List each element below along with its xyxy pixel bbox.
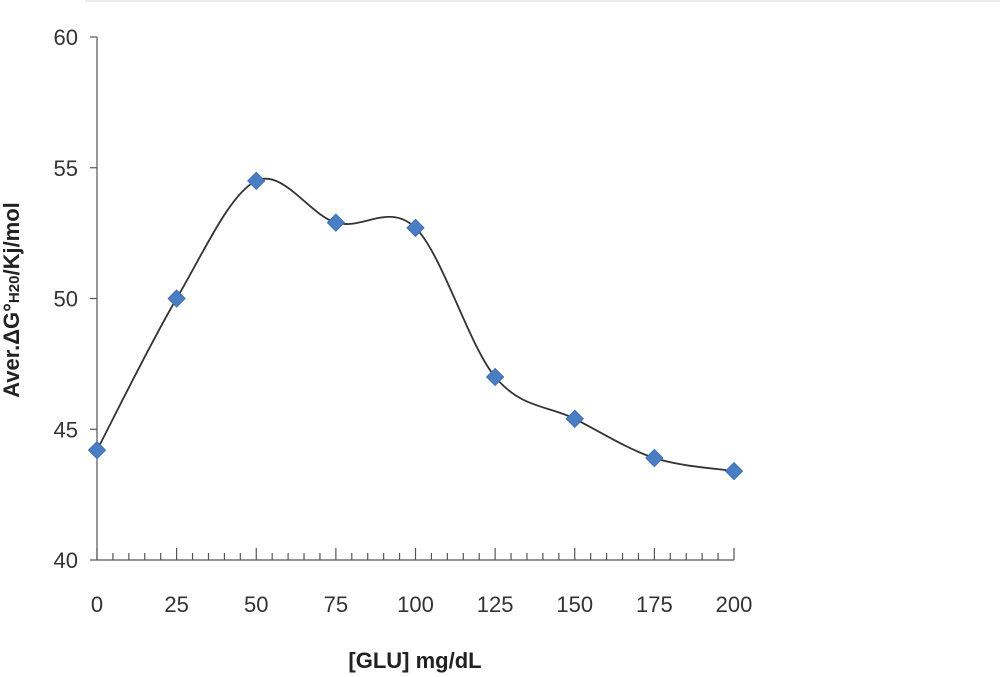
data-point <box>565 409 584 428</box>
y-axis-title: Aver.ΔG°H20/Kj/mol <box>0 202 24 398</box>
x-tick-label: 100 <box>397 592 434 617</box>
y-tick-label: 40 <box>54 548 78 573</box>
data-point <box>326 213 346 232</box>
data-point <box>406 218 425 238</box>
x-tick-label: 50 <box>244 592 268 617</box>
x-tick-label: 175 <box>636 592 673 617</box>
data-point <box>645 448 664 468</box>
axes: 40 45 50 55 60 0 25 50 75 100 125 150 175 200 <box>54 25 753 617</box>
series-line <box>96 177 735 472</box>
data-point <box>247 171 266 191</box>
marker-layer <box>87 171 744 481</box>
x-tick-label: 125 <box>477 592 514 617</box>
curve-layer <box>96 177 735 472</box>
y-tick-label: 60 <box>54 25 78 50</box>
x-tick-label: 150 <box>556 592 593 617</box>
data-point <box>724 461 744 481</box>
x-tick-label: 25 <box>164 592 188 617</box>
x-tick-label: 0 <box>91 592 103 617</box>
x-axis-title: [GLU] mg/dL <box>348 648 481 673</box>
data-point <box>485 367 505 387</box>
y-tick-label: 45 <box>54 417 78 442</box>
x-tick-label: 75 <box>324 592 348 617</box>
data-point <box>87 440 107 460</box>
x-tick-label: 200 <box>716 592 753 617</box>
data-point <box>167 289 186 308</box>
y-tick-label: 50 <box>54 287 78 312</box>
y-tick-label: 55 <box>54 156 78 181</box>
